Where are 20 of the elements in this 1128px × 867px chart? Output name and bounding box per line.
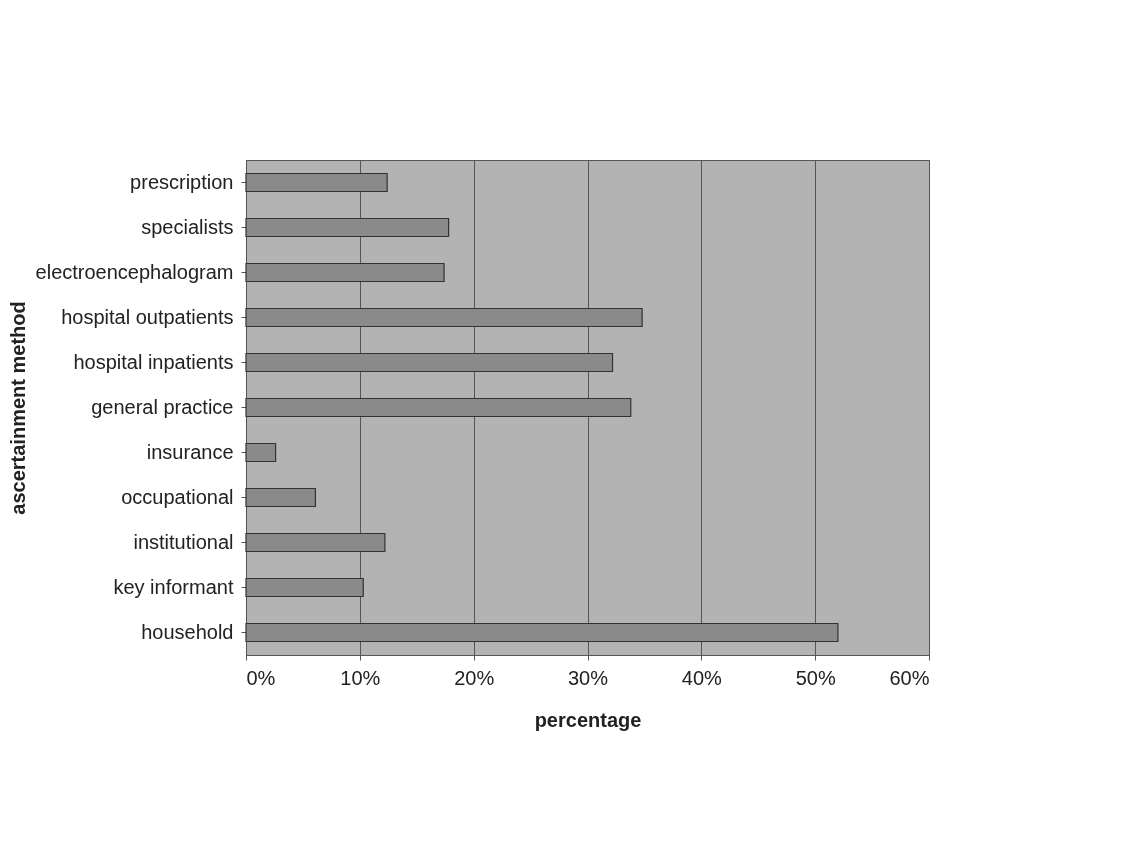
y-tick-label: hospital inpatients — [73, 350, 234, 373]
x-tick-label: 50% — [795, 666, 836, 689]
y-axis-title: ascertainment method — [6, 301, 29, 515]
x-axis-title: percentage — [534, 708, 642, 731]
y-tick-label: prescription — [130, 170, 234, 193]
x-tick-label: 0% — [246, 666, 276, 689]
y-tick-label: institutional — [133, 530, 234, 553]
y-tick-label: specialists — [141, 215, 234, 238]
y-tick-label: general practice — [91, 395, 234, 418]
x-tick-label: 10% — [340, 666, 381, 689]
y-tick-label: insurance — [146, 440, 234, 463]
x-tick-label: 30% — [567, 666, 609, 689]
x-tick-label: 60% — [889, 666, 930, 689]
y-tick-label: household — [141, 620, 234, 643]
y-tick-label: key informant — [113, 575, 234, 598]
x-tick-label: 40% — [681, 666, 723, 689]
x-tick-label: 20% — [454, 666, 495, 689]
y-tick-label: occupational — [121, 485, 234, 508]
y-tick-label: electroencephalogram — [35, 260, 234, 283]
y-tick-label: hospital outpatients — [61, 305, 234, 328]
